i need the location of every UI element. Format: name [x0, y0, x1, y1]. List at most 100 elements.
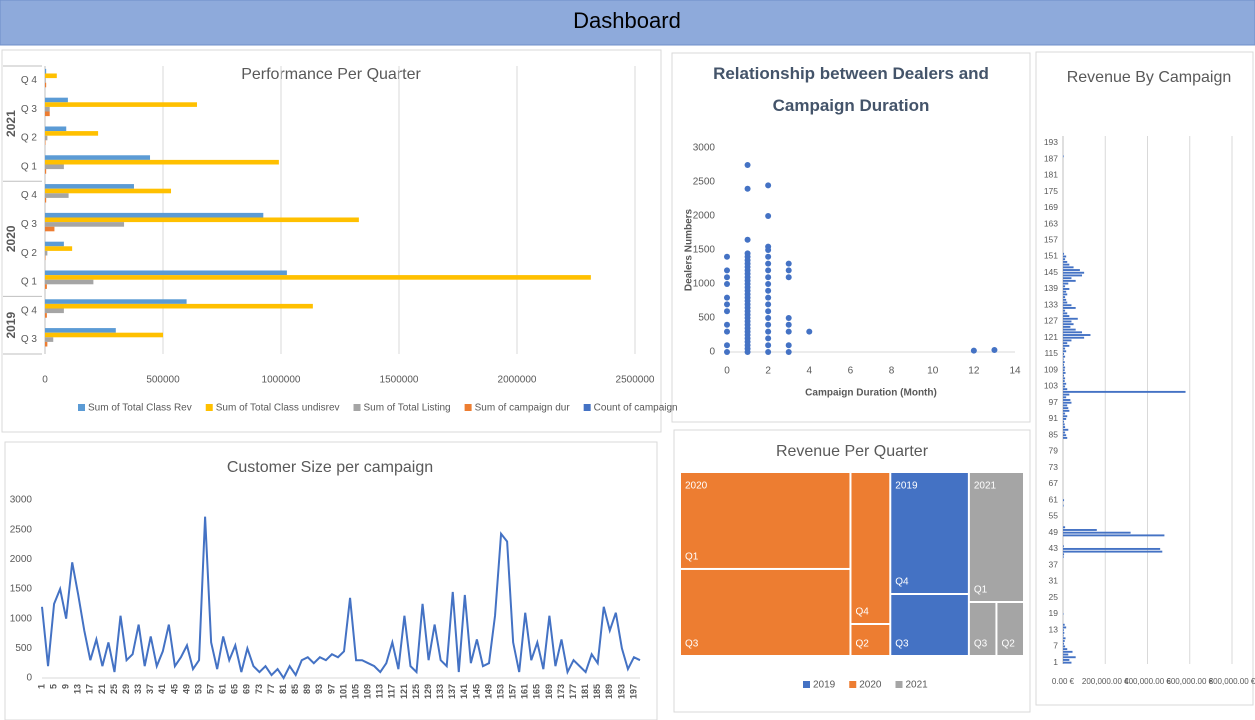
y-tick-label: 1500	[693, 245, 716, 256]
bar	[1063, 350, 1067, 353]
y-tick-label: 55	[1049, 511, 1059, 521]
bar	[1063, 363, 1065, 366]
bar	[45, 164, 64, 170]
treemap-label: Q1	[685, 552, 699, 563]
bar	[1063, 263, 1070, 266]
x-tick-label: 33	[133, 684, 143, 694]
bar	[1063, 547, 1161, 550]
x-tick-label: 14	[1009, 366, 1021, 377]
y-tick-label: 85	[1049, 429, 1059, 439]
y-tick-label: 37	[1049, 559, 1059, 569]
x-tick-label: 400,000.00 €	[1124, 677, 1171, 686]
bar	[1063, 396, 1067, 399]
y-tick-label: 169	[1044, 202, 1058, 212]
bar	[1063, 658, 1070, 661]
x-tick-label: 149	[483, 684, 493, 699]
y-tick-label: Q 3	[21, 104, 38, 115]
x-tick-label: 12	[968, 366, 980, 377]
y-tick-label: 500	[698, 313, 715, 324]
bar	[45, 250, 48, 256]
treemap-cell	[851, 625, 890, 655]
x-tick-label: 189	[604, 684, 614, 699]
x-tick-label: 57	[206, 684, 216, 694]
bar	[1063, 353, 1065, 355]
bar	[1063, 499, 1065, 502]
bar	[45, 155, 151, 160]
bar	[45, 341, 48, 347]
bar	[45, 337, 54, 342]
x-tick-label: 93	[314, 684, 324, 694]
bar	[45, 82, 47, 88]
treemap-cell	[997, 603, 1023, 655]
bar	[45, 217, 359, 223]
x-tick-label: 177	[568, 684, 578, 699]
x-tick-label: 89	[302, 684, 312, 694]
y-tick-label: 145	[1044, 267, 1058, 277]
legend-label: 2020	[859, 680, 882, 691]
bar	[1063, 258, 1066, 261]
x-tick-label: 101	[338, 684, 348, 699]
y-tick-label: 2500	[10, 524, 33, 535]
bar	[45, 241, 64, 247]
y-tick-label: 2000	[10, 554, 33, 565]
x-tick-label: 5	[48, 684, 58, 689]
bar	[1063, 631, 1065, 634]
y-tick-label: 187	[1044, 153, 1058, 163]
y-tick-label: 121	[1044, 332, 1058, 342]
legend-swatch	[849, 681, 857, 688]
x-tick-label: 6	[848, 366, 854, 377]
x-tick-label: 37	[145, 684, 155, 694]
x-tick-label: 105	[350, 684, 360, 699]
y-tick-label: Q 1	[21, 161, 38, 172]
bar	[1063, 361, 1065, 364]
bar	[1063, 407, 1069, 410]
x-axis-label: Campaign Duration (Month)	[805, 388, 937, 399]
bar	[1063, 545, 1064, 548]
y-tick-label: 163	[1044, 218, 1058, 228]
bar	[1063, 385, 1066, 388]
x-tick-label: 165	[532, 684, 542, 699]
bar	[45, 226, 55, 232]
header-bar	[0, 0, 1255, 46]
point	[785, 315, 792, 321]
treemap-label: Q3	[895, 639, 909, 650]
chart-title: Performance Per Quarter	[241, 66, 421, 83]
bar	[1063, 428, 1069, 431]
bar	[1063, 339, 1072, 342]
bar	[1063, 266, 1074, 269]
x-tick-label: 800,000.00 €	[1209, 677, 1255, 686]
bar	[1063, 426, 1066, 429]
y-tick-label: Q 1	[21, 277, 38, 288]
point	[724, 328, 730, 335]
y-tick-label: 25	[1049, 592, 1059, 602]
bar	[45, 332, 163, 338]
bar	[1063, 288, 1070, 290]
bar	[45, 78, 46, 83]
point	[724, 267, 730, 274]
bar	[1063, 431, 1066, 434]
point	[765, 301, 772, 308]
chart-title: Relationship between Dealers and Campaig…	[713, 64, 989, 115]
y-tick-label: 67	[1049, 478, 1059, 488]
y-tick-label: Q 3	[21, 334, 38, 345]
bar	[45, 270, 287, 276]
x-tick-label: 1500000	[380, 375, 419, 386]
bar	[1063, 401, 1072, 404]
bar	[45, 188, 172, 194]
legend-swatch	[78, 404, 85, 411]
y-tick-label: Q 3	[21, 219, 38, 230]
legend-label: Sum of Total Class Rev	[88, 403, 192, 414]
legend-swatch	[464, 404, 472, 411]
x-tick-label: 9	[61, 684, 71, 689]
bar	[1063, 298, 1067, 301]
bar	[45, 246, 73, 251]
bar	[45, 68, 47, 74]
bar	[1063, 420, 1065, 423]
bar	[45, 303, 313, 309]
x-tick-label: 181	[580, 684, 590, 699]
x-tick-label: 109	[363, 684, 373, 699]
bar	[1063, 637, 1066, 640]
x-tick-label: 69	[242, 684, 252, 694]
bar	[1063, 556, 1064, 558]
bar	[45, 111, 50, 117]
